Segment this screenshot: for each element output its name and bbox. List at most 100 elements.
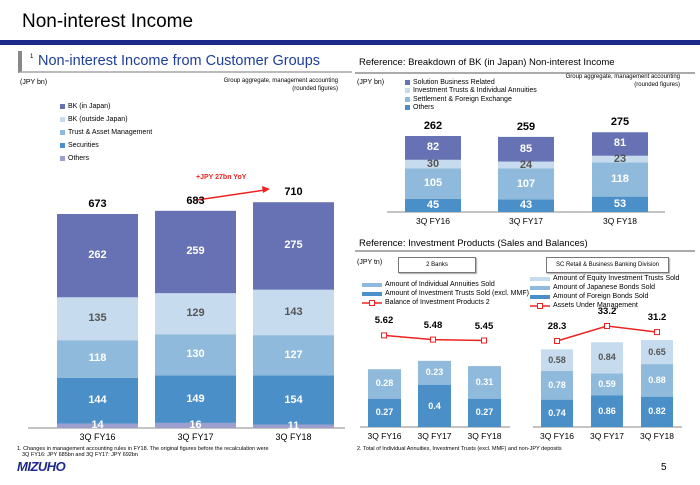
legend-swatch [405, 96, 410, 102]
data-label: 0.31 [475, 376, 494, 387]
legend-label: Others [68, 155, 90, 162]
legend-label: Amount of Foreign Bonds Sold [553, 293, 649, 300]
line-marker [554, 338, 560, 344]
data-label: 0.23 [425, 367, 444, 378]
bar-segment [155, 210, 236, 294]
legend-swatch [530, 285, 550, 290]
legend-item: Investment Trusts & Individual Annuities [405, 87, 537, 96]
bar-segment [541, 399, 573, 427]
data-label: 0.4 [428, 400, 441, 411]
data-label: 135 [88, 312, 107, 325]
legend-label: BK (outside Japan) [68, 116, 128, 123]
footnote-line: 3Q FY16: JPY 685bn and 3Q FY17: JPY 692b… [22, 452, 138, 458]
footnote-2: 2. Total of Individual Annuities, Invest… [357, 446, 562, 452]
unit-label: (JPY bn) [20, 79, 48, 86]
data-label: 0.58 [548, 354, 566, 365]
legend-swatch [60, 143, 65, 148]
line-marker-icon [362, 299, 382, 306]
bar-segment [498, 168, 554, 200]
x-tick-label: 3Q FY17 [589, 431, 625, 441]
bar-segment [592, 155, 648, 163]
bar-segment [591, 373, 623, 396]
legend-item: BK (outside Japan) [60, 113, 152, 126]
legend-swatch [60, 117, 65, 122]
legend: Amount of Equity Investment Trusts Sold A… [530, 274, 679, 310]
legend-item: Amount of Individual Annuities Sold [362, 280, 529, 289]
line-value-label: 5.62 [374, 315, 394, 327]
legend-label: Solution Business Related [413, 78, 495, 86]
ref2-title: Reference: Investment Products (Sales an… [359, 238, 588, 249]
bar-segment [155, 422, 236, 428]
data-label: 130 [186, 348, 205, 361]
ref1-title: Reference: Breakdown of BK (in Japan) No… [359, 57, 615, 68]
sc-division-label: SC Retail & Business Banking Division [546, 257, 669, 273]
data-label: 0.84 [598, 352, 616, 363]
data-label: 85 [519, 142, 533, 155]
line-marker [654, 329, 660, 336]
x-tick-label: 3Q FY17 [417, 431, 452, 441]
legend-item: Settlement & Foreign Exchange [405, 95, 537, 104]
legend-swatch [405, 88, 410, 94]
x-tick-label: 3Q FY16 [367, 431, 402, 441]
unit-label: (JPY bn) [357, 79, 385, 86]
line-value-label: 5.45 [474, 320, 494, 332]
divider [355, 72, 695, 74]
data-label: 0.86 [598, 405, 616, 416]
bar-segment [498, 199, 554, 212]
line-marker [381, 332, 387, 339]
bar-segment [418, 360, 451, 385]
page-number: 5 [661, 462, 667, 473]
total-label: 275 [610, 116, 630, 129]
legend-swatch [60, 156, 65, 161]
note: (rounded figures) [634, 82, 680, 88]
bar-segment [641, 364, 673, 397]
yoy-annotation: +JPY 27bn YoY [196, 174, 247, 181]
bar-segment [541, 370, 573, 400]
bar-segment [592, 162, 648, 197]
mizuho-logo: MIZUHO [17, 459, 66, 474]
legend-item: Balance of Investment Products 2 [362, 298, 529, 307]
legend-swatch [530, 294, 550, 299]
legend-swatch [60, 104, 65, 109]
legend-swatch [530, 276, 550, 281]
bar-segment [418, 385, 451, 427]
bar-segment [57, 377, 138, 424]
line-marker [481, 337, 487, 344]
bar-segment [592, 132, 648, 156]
note: (rounded figures) [292, 86, 338, 92]
data-label: 16 [189, 418, 202, 431]
legend-swatch [362, 282, 382, 287]
legend-label: Amount of Japanese Bonds Sold [553, 284, 655, 291]
line-value-label: 31.2 [647, 312, 667, 324]
data-label: 154 [284, 393, 303, 406]
legend-item: Others [60, 152, 152, 165]
data-label: 118 [611, 173, 629, 186]
legend-swatch [405, 105, 410, 111]
data-label: 144 [88, 394, 107, 407]
bar-segment [155, 375, 236, 423]
data-label: 149 [186, 392, 205, 405]
data-label: 143 [284, 305, 303, 318]
bar-segment [468, 366, 501, 399]
data-label: 0.28 [375, 378, 394, 389]
data-label: 0.78 [548, 379, 566, 390]
arrow-head-icon [262, 186, 270, 193]
line-marker-icon [530, 302, 550, 309]
bar-segment [591, 395, 623, 427]
footnote-line: 1. Changes in management accounting rule… [17, 446, 269, 452]
bar-segment [641, 340, 673, 365]
data-label: 118 [88, 352, 107, 365]
bar-segment [253, 424, 334, 428]
data-label: 0.59 [598, 378, 616, 389]
bar-segment [253, 335, 334, 376]
bar-segment [57, 340, 138, 378]
legend-label: BK (in Japan) [68, 103, 111, 110]
line-value-label: 33.2 [597, 306, 617, 317]
data-label: 0.27 [475, 407, 494, 418]
bar-segment [57, 423, 138, 428]
x-tick-label: 3Q FY17 [508, 216, 544, 226]
x-tick-label: 3Q FY18 [602, 216, 638, 226]
page-title: Non-interest Income [22, 11, 194, 32]
bar-segment [641, 396, 673, 427]
